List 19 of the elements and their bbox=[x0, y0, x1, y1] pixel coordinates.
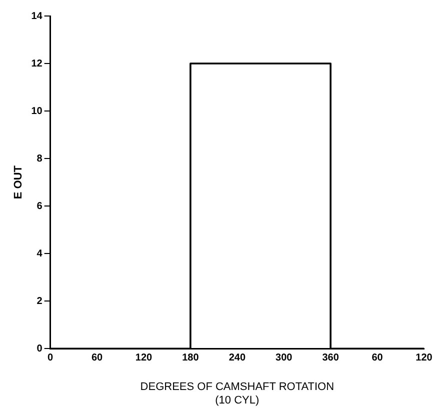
y-tick-label: 12 bbox=[31, 58, 43, 70]
x-tick-label: 240 bbox=[228, 352, 246, 364]
y-tick-label: 0 bbox=[36, 343, 43, 354]
x-tick-label: 300 bbox=[276, 352, 293, 364]
x-tick-label: 120 bbox=[135, 352, 153, 364]
x-tick-label: 60 bbox=[91, 352, 104, 364]
y-tick-label: 8 bbox=[36, 153, 43, 164]
y-tick-label: 2 bbox=[36, 296, 43, 307]
x-tick-label: 60 bbox=[372, 352, 384, 364]
x-tick-label: 180 bbox=[182, 352, 200, 364]
x-tick-label: 0 bbox=[48, 352, 54, 364]
x-tick-label: 360 bbox=[322, 352, 340, 364]
x-axis-title: DEGREES OF CAMSHAFT ROTATION (10 CYL) bbox=[140, 381, 334, 406]
y-axis-title: E OUT bbox=[12, 165, 25, 200]
y-tick-label: 10 bbox=[31, 106, 43, 117]
y-tick-label: 14 bbox=[31, 10, 43, 22]
y-tick-label: 4 bbox=[36, 248, 43, 260]
x-tick-label: 120 bbox=[416, 352, 433, 364]
y-tick-label: 6 bbox=[36, 200, 43, 212]
